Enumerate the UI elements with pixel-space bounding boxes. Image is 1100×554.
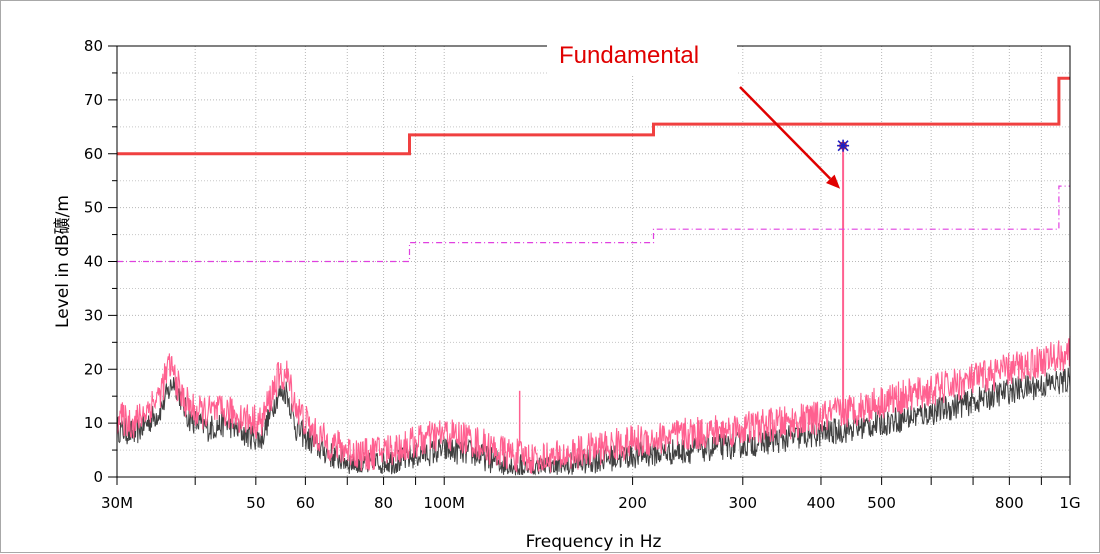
x-tick-labels: 30M 50 60 80 100M 200 300 400 500 800 1G	[101, 494, 1081, 512]
y-tick-label: 60	[84, 145, 103, 163]
x-tick-label: 200	[618, 494, 647, 512]
x-tick-label: 80	[374, 494, 393, 512]
x-tick-label: 400	[807, 494, 836, 512]
y-tick-label: 10	[84, 414, 103, 432]
x-tick-label: 100M	[423, 494, 465, 512]
y-tick-labels: 0 10 20 30 40 50 60 70 80	[84, 37, 103, 486]
x-tick-label: 1G	[1059, 494, 1080, 512]
x-tick-label: 300	[728, 494, 757, 512]
x-axis-title: Frequency in Hz	[526, 532, 662, 552]
annotation-background	[547, 35, 737, 75]
y-tick-label: 70	[84, 91, 103, 109]
y-tick-label: 50	[84, 199, 103, 217]
annotation-arrowhead	[826, 174, 841, 189]
x-tick-label: 800	[995, 494, 1024, 512]
x-tick-label: 500	[867, 494, 896, 512]
measured-trace	[116, 335, 1071, 474]
margin-limit-line	[117, 185, 1070, 263]
x-tick-label: 50	[246, 494, 265, 512]
fundamental-star	[837, 140, 849, 152]
fundamental-annotation: Fundamental	[559, 42, 699, 69]
y-tick-label: 80	[84, 37, 103, 55]
y-tick-label: 30	[84, 306, 103, 324]
x-tick-label: 30M	[101, 494, 133, 512]
x-tick-label: 60	[296, 494, 315, 512]
y-tick-label: 40	[84, 253, 103, 271]
y-axis-title: Level in dB礦/m	[53, 195, 73, 328]
tick-marks	[108, 45, 1071, 485]
y-tick-label: 20	[84, 360, 103, 378]
y-tick-label: 0	[93, 468, 103, 486]
annotation-arrow	[739, 86, 832, 180]
peak-limit-line	[117, 76, 1070, 156]
series-layer	[116, 76, 1071, 476]
